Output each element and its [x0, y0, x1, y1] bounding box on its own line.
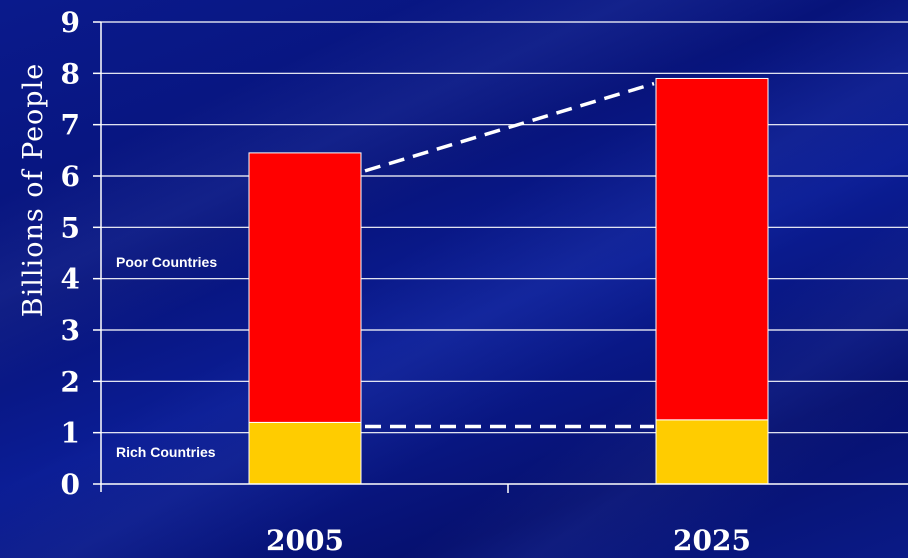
y-tick-label-5: 5	[61, 211, 80, 244]
y-tick-label-3: 3	[61, 314, 80, 347]
y-tick-labels: 0 1 2 3 4 5 6 7 8 9	[61, 6, 80, 501]
bar-rich-countries-2025	[655, 419, 769, 485]
y-tick-label-0: 0	[61, 468, 80, 501]
y-axis-label: Billions of People	[18, 63, 49, 317]
y-tick-label-6: 6	[61, 160, 80, 193]
bar-poor-countries-2025	[655, 77, 769, 421]
y-tick-label-2: 2	[61, 365, 80, 398]
y-tick-label-1: 1	[61, 417, 80, 450]
y-tick-label-9: 9	[61, 6, 80, 39]
dashed-trend-lines	[364, 81, 655, 429]
x-tick-label-2025: 2025	[673, 524, 751, 557]
x-tick-labels: 2005 2025	[266, 524, 751, 557]
x-tick-label-2005: 2005	[266, 524, 344, 557]
gridlines	[101, 21, 908, 434]
y-tick-label-4: 4	[61, 263, 80, 296]
bar-poor-countries-2005	[248, 152, 362, 423]
axes	[93, 21, 908, 493]
annotation-poor-countries: Poor Countries	[116, 254, 217, 270]
annotation-rich-countries: Rich Countries	[116, 444, 216, 460]
y-tick-label-7: 7	[61, 109, 80, 142]
dashed-line-0	[364, 81, 655, 173]
y-tick-label-8: 8	[61, 57, 80, 90]
bars	[248, 77, 769, 485]
bar-rich-countries-2005	[248, 421, 362, 485]
